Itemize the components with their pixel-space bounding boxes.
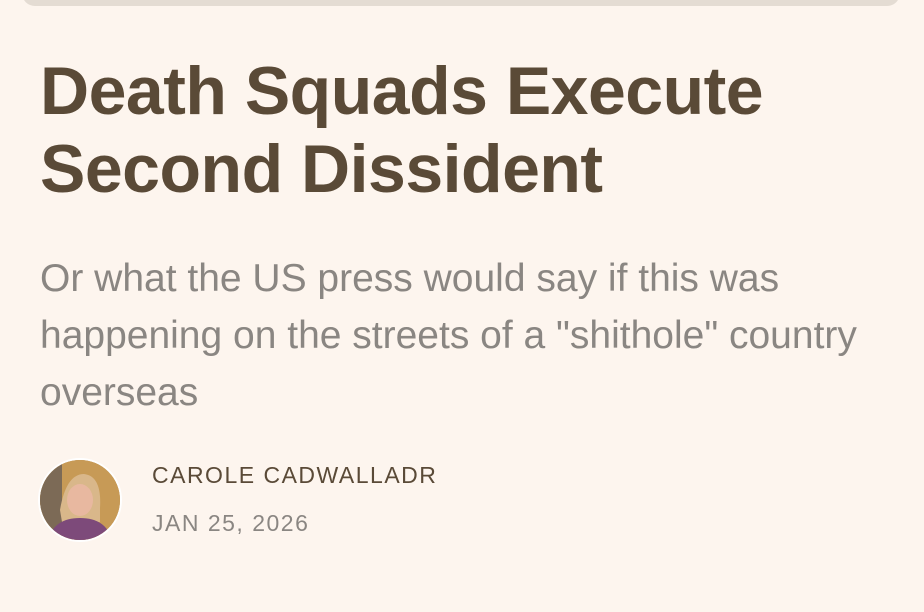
publish-date: JAN 25, 2026 [152, 510, 310, 536]
article-title: Death Squads Execute Second Dissident [40, 53, 764, 207]
article-subtitle: Or what the US press would say if this w… [40, 257, 857, 414]
author-name[interactable]: CAROLE CADWALLADR [152, 462, 438, 488]
top-bar [22, 0, 900, 6]
author-avatar[interactable] [38, 458, 122, 542]
avatar-image [40, 460, 120, 540]
